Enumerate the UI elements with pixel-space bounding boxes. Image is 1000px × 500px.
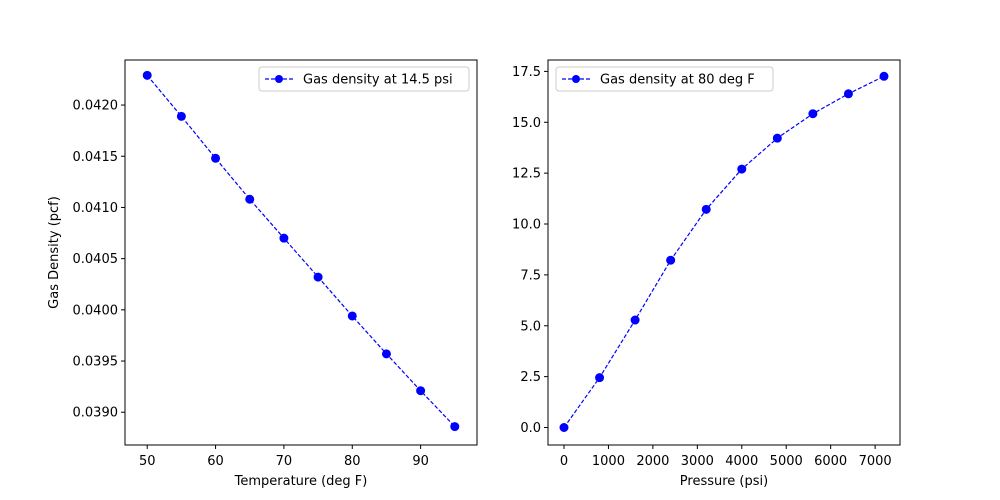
legend-label: Gas density at 80 deg F	[600, 73, 755, 88]
y-tick-label: 0.0420	[73, 99, 119, 114]
x-tick-label: 6000	[814, 454, 847, 469]
data-point	[701, 204, 711, 214]
x-tick-label: 60	[207, 454, 224, 469]
y-tick-label: 0.0400	[73, 303, 119, 318]
y-tick-label: 0.0410	[73, 201, 119, 216]
series-line	[146, 74, 456, 427]
data-point	[279, 233, 289, 243]
left-subplot: 50 60 70 80 90 0.0390 0.0395 0.0400 0.0405 0.0410…	[47, 59, 478, 489]
axes-frame	[124, 59, 478, 446]
data-point	[142, 70, 152, 80]
data-point	[879, 71, 889, 81]
x-tick-label: 2000	[636, 454, 669, 469]
data-point	[176, 111, 186, 121]
x-tick-label: 0	[560, 454, 568, 469]
axes-frame	[547, 59, 901, 446]
data-point	[381, 349, 391, 359]
y-tick-label: 17.5	[512, 65, 541, 80]
data-point	[808, 109, 818, 119]
x-tick-label: 80	[344, 454, 361, 469]
legend-marker	[572, 75, 580, 83]
x-tick-label: 4000	[725, 454, 758, 469]
x-tick-label: 7000	[859, 454, 892, 469]
right-subplot: 0 1000 2000 3000 4000 5000 6000 7000 0.0 2.5 5.0 7.…	[512, 59, 901, 489]
x-tick-label: 70	[276, 454, 293, 469]
data-point	[245, 194, 255, 204]
y-axis-label: Gas Density (pcf)	[47, 196, 62, 309]
data-point	[737, 164, 747, 174]
data-point	[559, 423, 569, 432]
data-point	[772, 133, 782, 143]
y-tick-label: 10.0	[512, 218, 541, 233]
y-tick-label: 12.5	[512, 167, 541, 182]
legend-box	[258, 66, 470, 92]
x-axis-label: Temperature (deg F)	[234, 474, 368, 489]
data-point	[416, 386, 426, 396]
data-point	[450, 422, 460, 432]
y-tick-label: 2.5	[520, 370, 541, 385]
y-tick-label: 0.0415	[73, 150, 119, 165]
y-tick-label: 0.0	[520, 421, 541, 436]
x-tick-label: 50	[139, 454, 156, 469]
x-tick-label: 1000	[592, 454, 625, 469]
data-point	[843, 89, 853, 99]
x-axis-label: Pressure (psi)	[680, 474, 768, 489]
legend-marker	[275, 75, 283, 83]
data-point	[313, 272, 323, 282]
y-tick-label: 5.0	[520, 319, 541, 334]
legend-box	[555, 66, 774, 92]
legend-label: Gas density at 14.5 psi	[303, 73, 453, 88]
x-tick-label: 5000	[770, 454, 803, 469]
data-point	[666, 255, 676, 265]
y-tick-label: 7.5	[520, 268, 541, 283]
y-tick-label: 0.0395	[73, 355, 119, 370]
data-point	[347, 311, 357, 321]
y-tick-label: 0.0405	[73, 252, 119, 267]
y-tick-label: 15.0	[512, 116, 541, 131]
data-point	[630, 315, 640, 325]
data-point	[595, 373, 605, 383]
x-tick-label: 90	[412, 454, 429, 469]
y-tick-label: 0.0390	[73, 406, 119, 421]
x-tick-label: 3000	[681, 454, 714, 469]
data-point	[211, 153, 221, 163]
